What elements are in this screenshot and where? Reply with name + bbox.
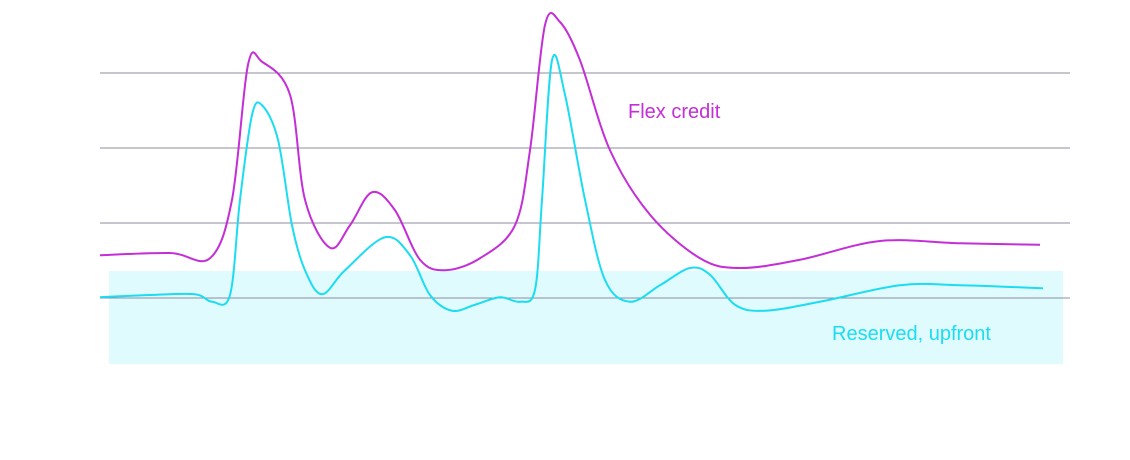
grid (100, 72, 1070, 299)
lines (99, 12, 1044, 313)
series-line (99, 53, 1044, 313)
series-label: Flex credit (628, 101, 721, 123)
series-label: Reserved, upfront (832, 323, 991, 345)
series-line (99, 12, 1041, 272)
reserved-band (109, 271, 1063, 364)
